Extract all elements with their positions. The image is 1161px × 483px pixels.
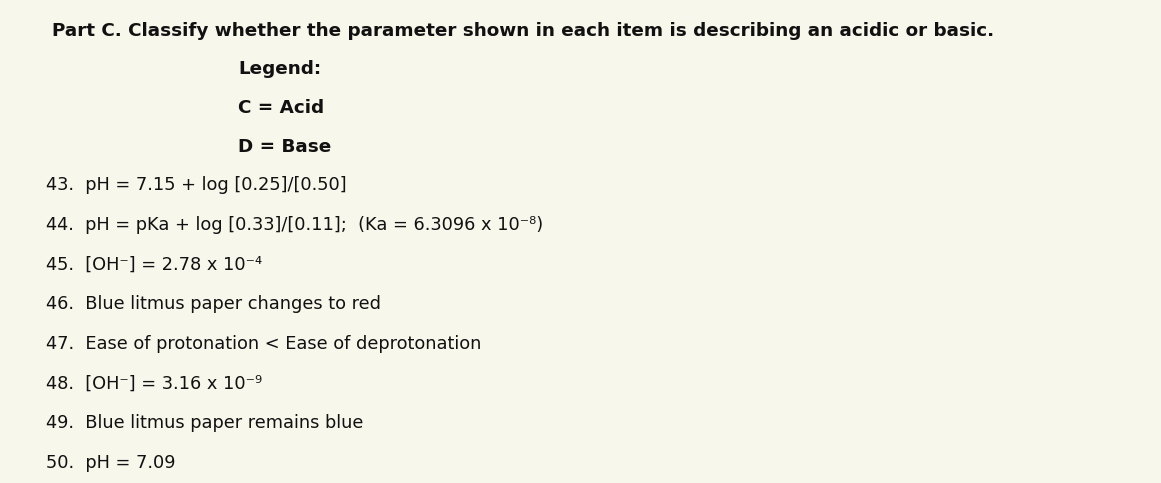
Text: 49.  Blue litmus paper remains blue: 49. Blue litmus paper remains blue [46, 414, 363, 432]
Text: Part C. Classify whether the parameter shown in each item is describing an acidi: Part C. Classify whether the parameter s… [52, 22, 994, 40]
Text: 44.  pH = pKa + log [0.33]/[0.11];  (Ka = 6.3096 x 10⁻⁸): 44. pH = pKa + log [0.33]/[0.11]; (Ka = … [46, 216, 543, 234]
Text: 43.  pH = 7.15 + log [0.25]/[0.50]: 43. pH = 7.15 + log [0.25]/[0.50] [46, 176, 347, 194]
Text: Legend:: Legend: [238, 60, 322, 78]
Text: 48.  [OH⁻] = 3.16 x 10⁻⁹: 48. [OH⁻] = 3.16 x 10⁻⁹ [46, 374, 262, 392]
Text: C = Acid: C = Acid [238, 99, 324, 117]
Text: 47.  Ease of protonation < Ease of deprotonation: 47. Ease of protonation < Ease of deprot… [46, 335, 482, 353]
Text: 45.  [OH⁻] = 2.78 x 10⁻⁴: 45. [OH⁻] = 2.78 x 10⁻⁴ [46, 256, 262, 273]
Text: 50.  pH = 7.09: 50. pH = 7.09 [46, 454, 176, 471]
Text: 46.  Blue litmus paper changes to red: 46. Blue litmus paper changes to red [46, 295, 382, 313]
Text: D = Base: D = Base [238, 138, 331, 156]
